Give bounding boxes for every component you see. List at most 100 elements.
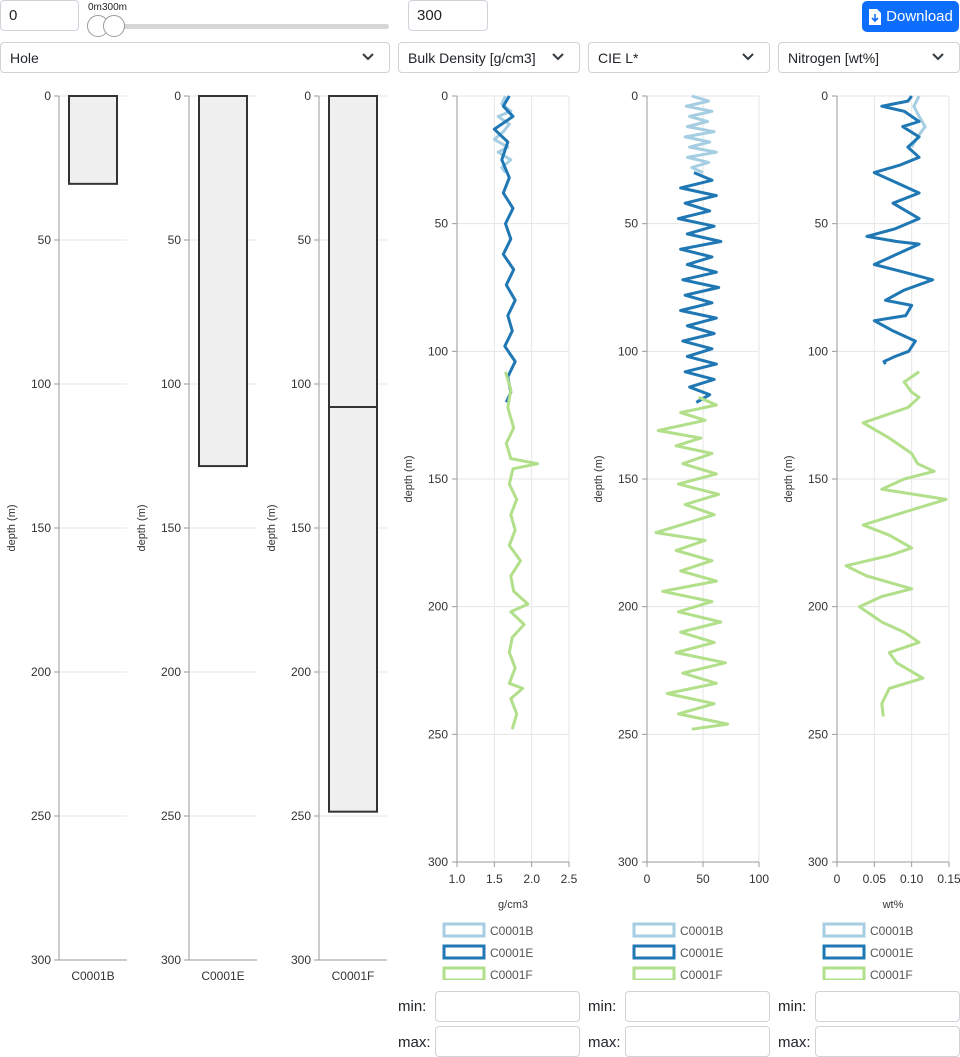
legend-swatch-C0001F bbox=[632, 966, 676, 980]
column3-select-value: Nitrogen [wt%] bbox=[788, 49, 880, 66]
y-tick-label: 50 bbox=[38, 233, 52, 247]
nitrogen-chart: 0 50 100 150 200 250 300 0 0.05 0.10 0.15 depth (m)… bbox=[783, 89, 960, 980]
y-tick-label: 50 bbox=[435, 217, 449, 231]
y-tick-label: 0 bbox=[631, 89, 638, 103]
y-tick-label: 100 bbox=[808, 344, 828, 358]
legend-swatch-C0001B bbox=[822, 922, 866, 938]
col3-max-input[interactable] bbox=[815, 1026, 960, 1057]
x-tick-label: 1.5 bbox=[486, 872, 503, 886]
depth-slider-track[interactable] bbox=[90, 24, 389, 29]
depth-slider-max-handle[interactable] bbox=[103, 15, 125, 37]
col2-min-label: min: bbox=[588, 998, 617, 1015]
y-tick-label: 100 bbox=[291, 377, 311, 391]
y-tick-label: 200 bbox=[161, 665, 181, 679]
y-tick-label: 250 bbox=[291, 809, 311, 823]
y-tick-label: 250 bbox=[428, 727, 448, 741]
y-tick-label: 300 bbox=[808, 855, 828, 869]
x-tick-label: 50 bbox=[696, 872, 710, 886]
slider-min-label: 0m bbox=[88, 2, 102, 13]
y-axis-label: depth (m) bbox=[6, 504, 18, 551]
depth-max-input[interactable] bbox=[408, 0, 488, 31]
col1-max-input[interactable] bbox=[435, 1026, 580, 1057]
legend-swatch-C0001B bbox=[442, 922, 486, 938]
col3-min-input[interactable] bbox=[815, 991, 960, 1022]
y-tick-label: 150 bbox=[161, 521, 181, 535]
legend-swatch-C0001E bbox=[632, 944, 676, 960]
y-tick-label: 200 bbox=[428, 600, 448, 614]
hole-select-value: Hole bbox=[10, 49, 39, 66]
column1-select[interactable]: Bulk Density [g/cm3] bbox=[398, 42, 580, 73]
chevron-down-icon bbox=[932, 53, 944, 61]
column2-select-value: CIE L* bbox=[598, 49, 639, 66]
y-tick-label: 200 bbox=[618, 600, 638, 614]
download-button[interactable]: Download bbox=[862, 1, 959, 32]
col1-min-label: min: bbox=[398, 998, 427, 1015]
y-tick-label: 300 bbox=[161, 953, 181, 967]
y-tick-label: 200 bbox=[808, 600, 828, 614]
x-tick-label: 2.5 bbox=[561, 872, 578, 886]
x-tick-label: 0 bbox=[644, 872, 651, 886]
col2-max-label: max: bbox=[588, 1034, 621, 1051]
slider-max-label: 300m bbox=[102, 2, 128, 13]
y-tick-label: 250 bbox=[31, 809, 51, 823]
y-tick-label: 100 bbox=[428, 344, 448, 358]
x-tick-label: 0 bbox=[834, 872, 841, 886]
legend-label: C0001F bbox=[490, 968, 533, 980]
legend-label: C0001B bbox=[490, 924, 533, 938]
chevron-down-icon bbox=[742, 53, 754, 61]
series-line-C0001F bbox=[504, 371, 540, 730]
y-tick-label: 150 bbox=[428, 472, 448, 486]
hole-columns-chart: 0 50 100 150 200 250 300 depth (m) C0001B 0 50 100 1… bbox=[6, 89, 387, 983]
col2-max-input[interactable] bbox=[625, 1026, 770, 1057]
y-tick-label: 150 bbox=[291, 521, 311, 535]
y-axis-label: depth (m) bbox=[266, 504, 278, 551]
cie-l-chart: 0 50 100 150 200 250 300 0 50 100 depth (m) C0001B C… bbox=[593, 89, 769, 980]
depth-min-input[interactable] bbox=[0, 0, 79, 31]
legend-swatch-C0001F bbox=[442, 966, 486, 980]
y-tick-label: 0 bbox=[441, 89, 448, 103]
column3-select[interactable]: Nitrogen [wt%] bbox=[778, 42, 960, 73]
y-axis-label: depth (m) bbox=[783, 455, 795, 502]
column2-select[interactable]: CIE L* bbox=[588, 42, 770, 73]
chevron-down-icon bbox=[362, 53, 374, 61]
legend-label: C0001F bbox=[870, 968, 913, 980]
y-tick-label: 50 bbox=[815, 217, 829, 231]
download-label: Download bbox=[886, 8, 953, 25]
download-file-icon bbox=[869, 8, 882, 25]
y-tick-label: 150 bbox=[618, 472, 638, 486]
col2-min-input[interactable] bbox=[625, 991, 770, 1022]
y-tick-label: 50 bbox=[298, 233, 312, 247]
y-tick-label: 250 bbox=[808, 727, 828, 741]
legend-swatch-C0001E bbox=[442, 944, 486, 960]
y-tick-label: 100 bbox=[618, 344, 638, 358]
x-tick-label: 1.0 bbox=[449, 872, 466, 886]
y-tick-label: 0 bbox=[174, 89, 181, 103]
x-tick-label: 2.0 bbox=[523, 872, 540, 886]
y-tick-label: 100 bbox=[161, 377, 181, 391]
x-axis-label: g/cm3 bbox=[498, 899, 528, 911]
series-line-C0001E bbox=[492, 95, 517, 404]
y-tick-label: 0 bbox=[304, 89, 311, 103]
y-tick-label: 150 bbox=[808, 472, 828, 486]
y-tick-label: 300 bbox=[618, 855, 638, 869]
x-tick-label: 100 bbox=[749, 872, 769, 886]
y-tick-label: 200 bbox=[31, 665, 51, 679]
y-tick-label: 100 bbox=[31, 377, 51, 391]
hole-name-label: C0001E bbox=[201, 969, 244, 983]
y-tick-label: 50 bbox=[625, 217, 639, 231]
hole-name-label: C0001B bbox=[71, 969, 114, 983]
legend-swatch-C0001E bbox=[822, 944, 866, 960]
x-tick-label: 0.05 bbox=[863, 872, 887, 886]
series-line-C0001F bbox=[844, 370, 948, 717]
legend-label: C0001E bbox=[490, 946, 533, 960]
hole-name-label: C0001F bbox=[332, 969, 375, 983]
series-line-C0001E bbox=[676, 171, 723, 404]
col3-max-label: max: bbox=[778, 1034, 811, 1051]
y-tick-label: 200 bbox=[291, 665, 311, 679]
legend-label: C0001E bbox=[870, 946, 913, 960]
y-tick-label: 300 bbox=[428, 855, 448, 869]
col1-min-input[interactable] bbox=[435, 991, 580, 1022]
legend-swatch-C0001F bbox=[822, 966, 866, 980]
hole-select[interactable]: Hole bbox=[0, 42, 390, 73]
